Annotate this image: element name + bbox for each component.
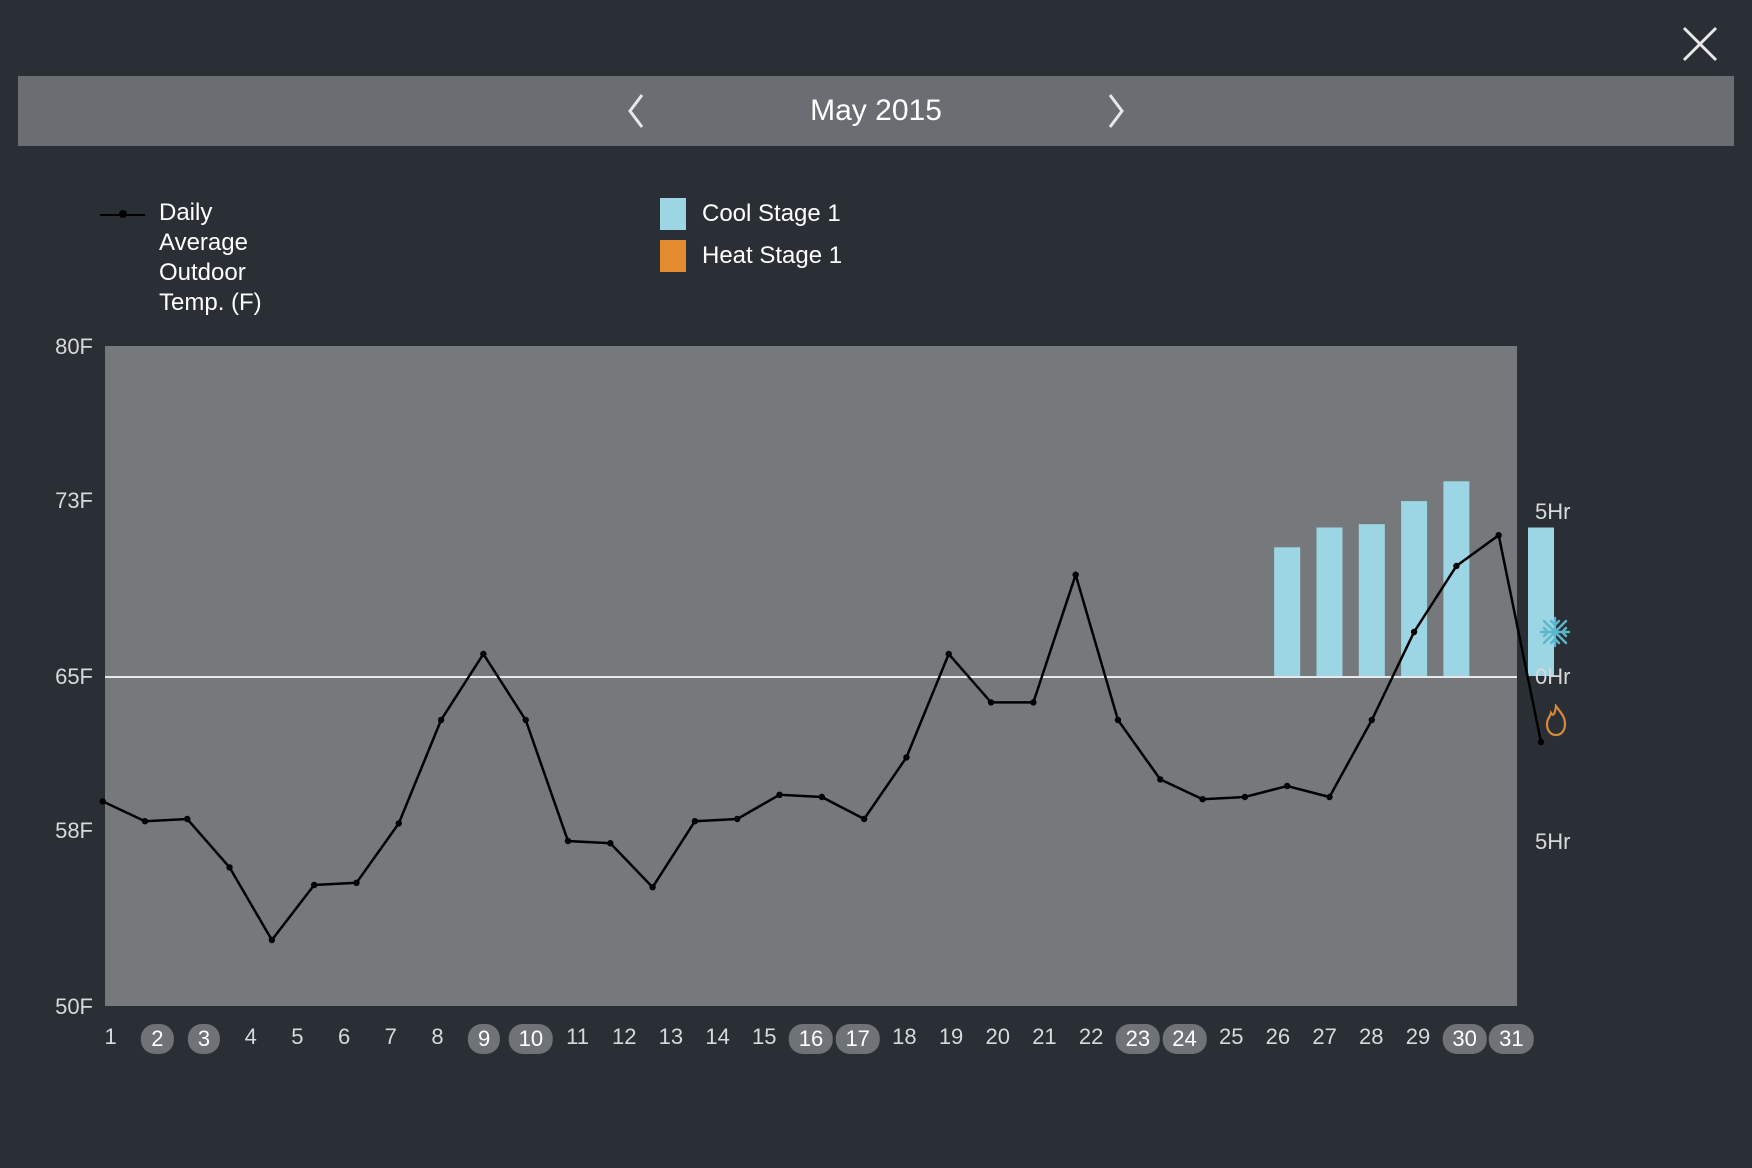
x-day-label: 27 (1312, 1024, 1336, 1050)
temp-point (1453, 563, 1459, 569)
y-left-tick: 58F (33, 818, 93, 844)
temp-point (184, 816, 190, 822)
y-right-tick: 5Hr (1535, 829, 1570, 855)
temp-point (692, 818, 698, 824)
x-day-label[interactable]: 17 (835, 1024, 879, 1054)
x-day-label: 28 (1359, 1024, 1383, 1050)
x-day-label[interactable]: 31 (1489, 1024, 1533, 1054)
temp-point (353, 880, 359, 886)
temp-point (99, 798, 105, 804)
temp-point (226, 864, 232, 870)
x-day-label[interactable]: 24 (1162, 1024, 1206, 1054)
y-right-tick: 5Hr (1535, 499, 1570, 525)
cool-bar (1316, 528, 1342, 677)
temp-point (1411, 629, 1417, 635)
temp-point (1072, 572, 1078, 578)
y-left-tick: 80F (33, 334, 93, 360)
cool-bar (1528, 528, 1554, 677)
x-day-label: 21 (1032, 1024, 1056, 1050)
x-day-label: 26 (1266, 1024, 1290, 1050)
x-day-label[interactable]: 16 (789, 1024, 833, 1054)
x-day-label[interactable]: 9 (468, 1024, 500, 1054)
x-day-label: 15 (752, 1024, 776, 1050)
temp-point (1242, 794, 1248, 800)
temp-point (819, 794, 825, 800)
x-day-label[interactable]: 3 (188, 1024, 220, 1054)
temp-point (776, 792, 782, 798)
y-left-tick: 65F (33, 664, 93, 690)
y-left-tick: 73F (33, 488, 93, 514)
temp-point (861, 816, 867, 822)
temp-point (396, 820, 402, 826)
temp-point (1284, 783, 1290, 789)
temp-point (649, 884, 655, 890)
temp-point (1369, 717, 1375, 723)
x-day-label: 5 (291, 1024, 303, 1050)
temp-point (1157, 776, 1163, 782)
temp-point (565, 838, 571, 844)
temp-point (269, 937, 275, 943)
y-left-tick: 50F (33, 994, 93, 1020)
x-day-label: 19 (939, 1024, 963, 1050)
x-day-label[interactable]: 30 (1442, 1024, 1486, 1054)
x-day-label[interactable]: 23 (1116, 1024, 1160, 1054)
x-day-label: 25 (1219, 1024, 1243, 1050)
temp-point (311, 882, 317, 888)
temp-point (946, 651, 952, 657)
temp-point (142, 818, 148, 824)
x-day-label: 11 (566, 1024, 589, 1050)
temp-point (1030, 699, 1036, 705)
x-axis-labels: 1234567891011121314151617181920212223242… (0, 1024, 1752, 1064)
flame-icon (1541, 704, 1571, 743)
temp-point (607, 840, 613, 846)
temp-point (522, 717, 528, 723)
snowflake-icon (1539, 616, 1571, 653)
temp-point (1115, 717, 1121, 723)
y-right-tick: 0Hr (1535, 664, 1570, 690)
x-day-label: 22 (1079, 1024, 1103, 1050)
temp-point (480, 651, 486, 657)
x-day-label: 18 (892, 1024, 916, 1050)
temp-point (1199, 796, 1205, 802)
cool-bar (1359, 524, 1385, 676)
x-day-label: 20 (986, 1024, 1010, 1050)
chart-svg (0, 0, 1752, 1168)
x-day-label: 7 (385, 1024, 397, 1050)
x-day-label[interactable]: 10 (509, 1024, 553, 1054)
x-day-label[interactable]: 2 (141, 1024, 173, 1054)
temp-point (1326, 794, 1332, 800)
x-day-label: 12 (612, 1024, 636, 1050)
temp-point (438, 717, 444, 723)
x-day-label: 13 (659, 1024, 683, 1050)
temp-point (1495, 532, 1501, 538)
x-day-label: 14 (705, 1024, 729, 1050)
x-day-label: 4 (245, 1024, 257, 1050)
temp-point (988, 699, 994, 705)
x-day-label: 1 (105, 1024, 117, 1050)
x-day-label: 29 (1406, 1024, 1430, 1050)
x-day-label: 8 (431, 1024, 443, 1050)
cool-bar (1274, 547, 1300, 676)
temp-point (903, 754, 909, 760)
x-day-label: 6 (338, 1024, 350, 1050)
temp-point (734, 816, 740, 822)
